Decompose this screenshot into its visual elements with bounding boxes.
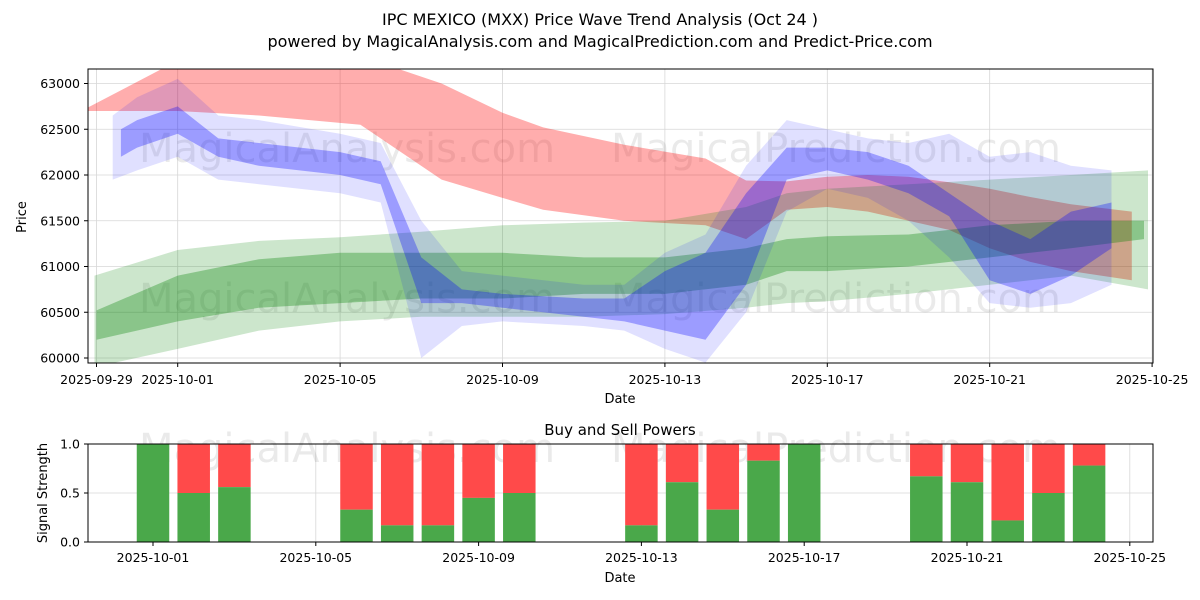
buy-power-bar (950, 482, 984, 542)
sell-power-bar (218, 444, 251, 488)
buy-power-bar (747, 460, 780, 542)
buy-power-bar (910, 476, 943, 542)
buy-power-bar (503, 493, 536, 542)
band-blue-wave-outer (112, 78, 1112, 363)
watermark-prediction: MagicalPrediction.com (611, 276, 1061, 322)
buy-power-bar (625, 525, 658, 542)
wave-bands (88, 69, 1148, 363)
top-x-tick-label: 2025-10-13 (629, 372, 702, 387)
buy-power-bar (991, 520, 1024, 542)
buy-power-bar (177, 493, 210, 542)
bottom-x-tick-label: 2025-10-05 (279, 550, 352, 565)
sell-power-bar (747, 444, 780, 461)
buy-power-bar (1072, 465, 1106, 542)
top-plot-frame (87, 68, 1154, 364)
top-y-tick-label: 62000 (40, 168, 80, 183)
top-y-tick-label: 60000 (40, 351, 80, 366)
top-x-tick-label: 2025-10-17 (791, 372, 864, 387)
buy-power-bar (462, 497, 495, 542)
top-x-tick-label: 2025-10-01 (141, 372, 214, 387)
sell-power-bar (380, 444, 414, 526)
bottom-y-tick-label: 0.0 (60, 535, 80, 550)
top-x-tick-label: 2025-10-21 (953, 372, 1026, 387)
bottom-x-tick-label: 2025-10-09 (442, 550, 515, 565)
bottom-x-tick-label: 2025-10-25 (1093, 550, 1166, 565)
top-y-tick-label: 61500 (40, 213, 80, 228)
sell-power-bar (665, 444, 699, 483)
top-x-tick-label: 2025-09-29 (60, 372, 133, 387)
sell-power-bar (950, 444, 984, 483)
top-grid (88, 69, 1153, 363)
bottom-x-tick-label: 2025-10-21 (931, 550, 1004, 565)
band-green-wave-outer (94, 170, 1148, 363)
sell-power-bar (706, 444, 740, 510)
buy-power-bar (136, 444, 170, 542)
buy-power-bar (218, 487, 251, 542)
sell-power-bar (625, 444, 658, 526)
top-x-tick-label: 2025-10-25 (1116, 372, 1189, 387)
power-bars (136, 444, 1106, 542)
band-red-wave (88, 69, 1132, 281)
sell-power-bar (340, 444, 373, 510)
top-x-axis-label: Date (604, 392, 635, 407)
sell-power-bar (1032, 444, 1065, 493)
top-x-tick-label: 2025-10-09 (466, 372, 539, 387)
buy-power-bar (340, 509, 373, 542)
top-y-tick-label: 60500 (40, 305, 80, 320)
buy-power-bar (421, 525, 455, 542)
top-y-tick-label: 63000 (40, 76, 80, 91)
sell-power-bar (991, 444, 1024, 521)
bottom-chart-title: Buy and Sell Powers (544, 421, 696, 439)
bottom-x-tick-label: 2025-10-01 (117, 550, 190, 565)
watermark-analysis: MagicalAnalysis.com (139, 126, 555, 172)
sell-power-bar (1072, 444, 1106, 466)
bottom-y-tick-label: 0.5 (60, 486, 80, 501)
top-y-axis-label: Price (15, 201, 30, 233)
chart-title: IPC MEXICO (MXX) Price Wave Trend Analys… (382, 10, 818, 29)
watermark-analysis: MagicalAnalysis.com (139, 276, 555, 322)
bottom-y-tick-label: 1.0 (60, 437, 80, 452)
watermark-prediction: MagicalPrediction.com (611, 126, 1061, 172)
top-watermarks: MagicalAnalysis.com MagicalPrediction.com… (139, 126, 1061, 322)
buy-power-bar (1032, 493, 1065, 542)
sell-power-bar (910, 444, 943, 477)
sell-power-bar (177, 444, 210, 493)
band-blue-wave (120, 106, 1112, 340)
buy-power-bar (787, 444, 821, 542)
bottom-y-axis-label: Signal Strength (36, 443, 51, 543)
sell-power-bar (462, 444, 495, 498)
bottom-x-axis-label: Date (604, 571, 635, 586)
buy-power-bar (706, 509, 740, 542)
chart-subtitle: powered by MagicalAnalysis.com and Magic… (267, 32, 932, 51)
buy-power-bar (665, 482, 699, 542)
top-y-tick-label: 62500 (40, 122, 80, 137)
sell-power-bar (503, 444, 536, 493)
top-y-tick-label: 61000 (40, 259, 80, 274)
top-x-tick-label: 2025-10-05 (304, 372, 377, 387)
bottom-x-tick-label: 2025-10-17 (768, 550, 841, 565)
sell-power-bar (421, 444, 455, 526)
buy-power-bar (380, 525, 414, 542)
bottom-x-tick-label: 2025-10-13 (605, 550, 678, 565)
band-green-wave-center (96, 220, 1144, 340)
